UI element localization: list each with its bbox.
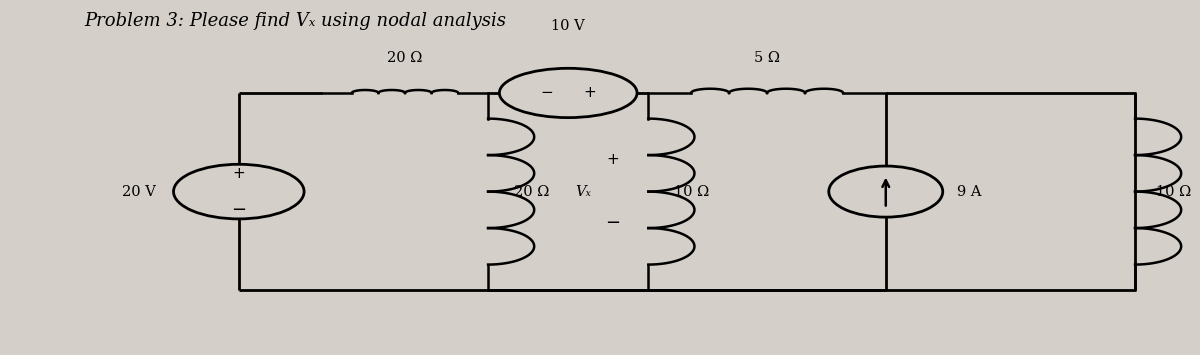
Text: 10 V: 10 V bbox=[551, 19, 586, 33]
Text: 9 A: 9 A bbox=[956, 185, 982, 198]
Text: 5 Ω: 5 Ω bbox=[754, 51, 780, 65]
Ellipse shape bbox=[829, 166, 943, 217]
Text: −: − bbox=[540, 86, 553, 100]
Text: 20 Ω: 20 Ω bbox=[388, 51, 422, 65]
Text: 10 Ω: 10 Ω bbox=[1157, 185, 1192, 198]
Ellipse shape bbox=[174, 164, 304, 219]
Text: 20 V: 20 V bbox=[122, 185, 156, 198]
Text: +: + bbox=[583, 86, 596, 100]
Text: Problem 3: Please find Vₓ using nodal analysis: Problem 3: Please find Vₓ using nodal an… bbox=[84, 12, 506, 30]
Text: Vₓ: Vₓ bbox=[576, 185, 592, 198]
Text: −: − bbox=[605, 214, 620, 232]
Text: 20 Ω: 20 Ω bbox=[515, 185, 550, 198]
Text: +: + bbox=[606, 152, 619, 168]
Ellipse shape bbox=[499, 68, 637, 118]
Text: 10 Ω: 10 Ω bbox=[674, 185, 709, 198]
Text: −: − bbox=[232, 201, 246, 219]
Text: +: + bbox=[233, 166, 245, 181]
